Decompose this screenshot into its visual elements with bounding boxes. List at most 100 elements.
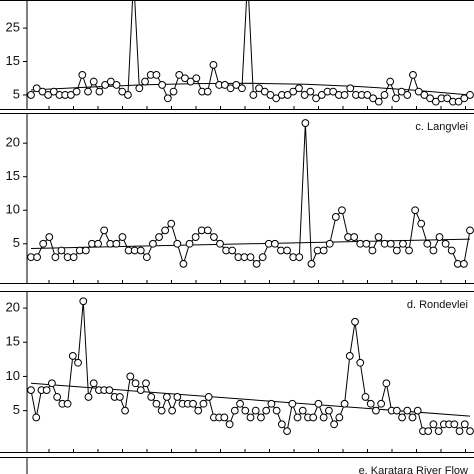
- data-point: [307, 259, 316, 268]
- data-point: [155, 233, 163, 241]
- data-point: [392, 406, 401, 415]
- data-point: [330, 420, 339, 429]
- data-point: [319, 413, 328, 422]
- data-point: [100, 226, 109, 235]
- data-point: [51, 253, 60, 262]
- data-point: [450, 420, 459, 429]
- y-tick-label: 15: [6, 334, 20, 349]
- data-point: [329, 87, 338, 96]
- data-point: [131, 379, 140, 388]
- panel: e. Karatara River Flow: [0, 457, 474, 474]
- data-point: [293, 413, 302, 422]
- data-point: [220, 413, 229, 422]
- data-point: [314, 399, 323, 408]
- data-point: [141, 77, 149, 86]
- data-point: [340, 399, 349, 408]
- data-point: [386, 77, 395, 86]
- data-point: [136, 386, 145, 395]
- data-point: [105, 386, 114, 395]
- data-point: [74, 358, 82, 367]
- data-point: [226, 84, 235, 93]
- data-point: [340, 91, 349, 99]
- data-point: [225, 420, 234, 429]
- panel: 5 15 25: [0, 0, 474, 110]
- data-point: [152, 70, 161, 79]
- data-point: [298, 406, 307, 415]
- data-point: [338, 206, 346, 215]
- panel-title: d. Rondevlei: [407, 299, 468, 311]
- panel: d. Rondevlei 5 10 15 20: [0, 291, 474, 453]
- data-point: [45, 233, 54, 241]
- data-point: [392, 246, 401, 255]
- data-point: [345, 352, 354, 360]
- data-point: [246, 413, 255, 422]
- data-point: [185, 239, 194, 248]
- data-point: [112, 81, 121, 89]
- data-point: [301, 119, 310, 127]
- data-point: [169, 87, 178, 96]
- data-point: [194, 406, 203, 415]
- data-point: [57, 246, 66, 255]
- data-point: [411, 206, 420, 215]
- data-point: [42, 386, 51, 395]
- data-point: [443, 94, 452, 103]
- plot-area: [27, 297, 474, 436]
- data-point: [68, 352, 77, 360]
- data-point: [408, 413, 417, 422]
- y-tick-label: 5: [13, 235, 20, 250]
- data-point: [167, 219, 176, 228]
- data-point: [466, 427, 474, 436]
- trend-line: [30, 238, 471, 249]
- y-tick-label: 10: [6, 368, 20, 383]
- data-point: [115, 393, 124, 401]
- data-point: [84, 87, 92, 96]
- data-point: [434, 427, 443, 436]
- data-point: [368, 246, 377, 255]
- data-point: [203, 87, 212, 96]
- data-point: [38, 87, 47, 96]
- data-point: [181, 74, 189, 83]
- data-point: [397, 87, 406, 96]
- data-point: [258, 253, 267, 262]
- y-tick-label: 25: [6, 20, 20, 35]
- data-point: [324, 406, 333, 415]
- data-point: [136, 246, 145, 255]
- data-point: [81, 246, 90, 255]
- data-point: [460, 259, 468, 268]
- y-tick-label: 10: [6, 202, 20, 217]
- data-point: [220, 81, 229, 89]
- data-point: [142, 253, 151, 262]
- data-point: [260, 87, 269, 96]
- data-point: [175, 70, 184, 79]
- data-point: [147, 393, 156, 401]
- y-tick-label: 5: [13, 86, 20, 101]
- data-point: [272, 94, 281, 103]
- data-point: [32, 413, 41, 422]
- data-point: [168, 406, 177, 415]
- data-point: [423, 239, 432, 248]
- data-point: [63, 399, 72, 408]
- series-line: [30, 1, 471, 103]
- data-point: [158, 81, 167, 89]
- data-point: [72, 87, 81, 96]
- data-point: [409, 70, 417, 79]
- data-point: [49, 87, 58, 96]
- y-tick-label: 20: [6, 300, 20, 315]
- data-point: [366, 399, 375, 408]
- data-point: [246, 253, 255, 262]
- data-point: [89, 77, 98, 86]
- data-point: [89, 379, 98, 388]
- data-point: [255, 84, 263, 93]
- data-point: [454, 97, 463, 106]
- data-point: [325, 239, 334, 248]
- data-point: [124, 91, 132, 99]
- panel-title: c. Langvlei: [415, 121, 468, 133]
- data-point: [374, 233, 383, 241]
- data-point: [335, 413, 344, 422]
- data-point: [161, 226, 170, 235]
- data-point: [398, 413, 406, 422]
- data-point: [142, 379, 150, 388]
- data-point: [405, 246, 413, 255]
- data-point: [192, 74, 201, 83]
- data-point: [39, 239, 48, 248]
